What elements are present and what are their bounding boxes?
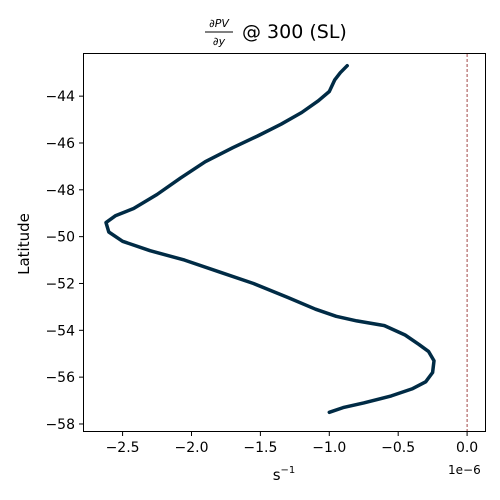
series-line: [104, 63, 436, 415]
title-denominator: ∂y: [213, 35, 226, 48]
y-axis-ticks: −44 −46 −48 −50 −52 −54 −56 −58: [45, 89, 84, 433]
y-tick-label: −58: [45, 417, 75, 433]
x-offset-label: 1e−6: [448, 463, 481, 477]
x-tick-label: −2.0: [174, 440, 208, 456]
plot-frame: [83, 53, 486, 432]
x-tick-label: 0.0: [456, 440, 478, 456]
x-tick-label: −0.5: [381, 440, 415, 456]
y-tick-label: −44: [45, 89, 75, 105]
title-numerator: ∂PV: [209, 17, 230, 30]
x-axis-label: s−1: [273, 465, 296, 484]
x-axis-ticks: −2.5 −2.0 −1.5 −1.0 −0.5 0.0: [106, 431, 478, 456]
x-axis-label-exponent: −1: [281, 465, 296, 476]
y-tick-label: −54: [45, 323, 75, 339]
x-axis-label-base: s: [273, 466, 281, 484]
chart-title: ∂PV ∂y @ 300 (SL): [205, 17, 347, 48]
y-tick-label: −56: [45, 370, 75, 386]
x-tick-label: −1.0: [312, 440, 346, 456]
x-tick-label: −2.5: [106, 440, 140, 456]
x-tick-label: −1.5: [243, 440, 277, 456]
y-tick-label: −46: [45, 136, 75, 152]
y-tick-label: −50: [45, 230, 75, 246]
y-tick-label: −48: [45, 183, 75, 199]
title-suffix: @ 300 (SL): [242, 21, 347, 43]
y-tick-label: −52: [45, 276, 75, 292]
y-axis-label: Latitude: [15, 213, 33, 275]
